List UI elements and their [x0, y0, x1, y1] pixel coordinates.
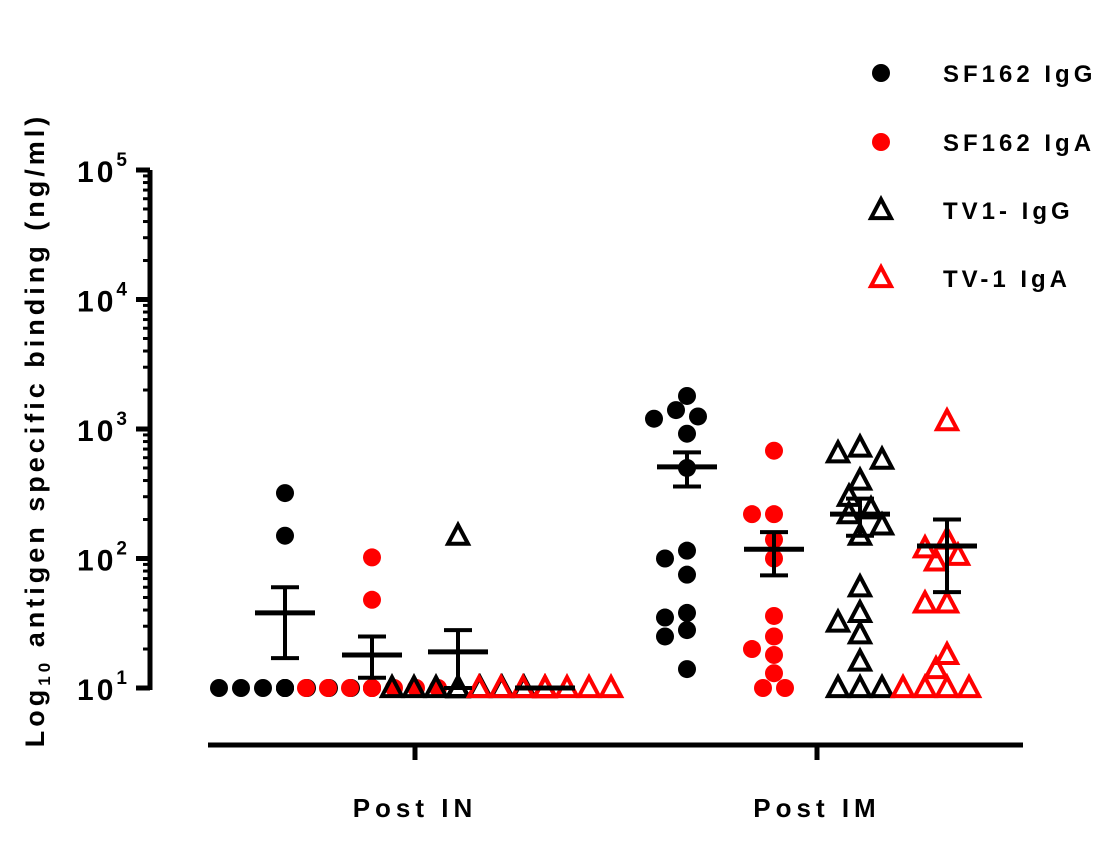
data-point-triangle — [868, 672, 896, 699]
data-point-circle — [297, 679, 315, 697]
data-point-circle — [276, 526, 294, 545]
data-point-circle — [678, 541, 696, 560]
data-point-triangle — [857, 494, 885, 520]
data-point-triangle — [575, 672, 603, 699]
error-bars — [255, 450, 977, 691]
data-point-triangle — [868, 510, 896, 536]
data-point-triangle — [824, 607, 852, 633]
data-point-triangle — [933, 588, 961, 614]
data-point-circle — [765, 606, 783, 625]
data-point-triangle — [465, 672, 493, 699]
data-point-triangle — [846, 465, 874, 491]
data-point-circle — [765, 664, 783, 683]
data-point-circle — [678, 565, 696, 584]
data-point-triangle — [933, 639, 961, 666]
y-tick-label: 105 — [77, 150, 130, 189]
data-point-triangle — [846, 572, 874, 598]
y-tick-label: 101 — [77, 668, 130, 707]
data-point-triangle — [922, 546, 950, 572]
data-point-circle — [656, 549, 674, 568]
data-point-circle — [743, 505, 761, 524]
data-point-triangle — [933, 406, 961, 432]
y-axis-label: Log10 antigen specific binding (ng/ml) — [20, 113, 54, 747]
data-point-triangle — [889, 672, 917, 699]
legend-marker — [867, 194, 895, 221]
data-point-circle — [276, 679, 294, 697]
data-point-circle — [232, 679, 250, 697]
legend-label: SF162 IgG — [943, 61, 1094, 88]
data-point-triangle — [955, 672, 983, 699]
data-point-triangle — [824, 438, 852, 464]
data-point-triangle — [846, 646, 874, 672]
data-point-circle — [656, 627, 674, 646]
y-axis-label-main: Log — [20, 686, 50, 747]
data-point-circle — [254, 679, 272, 697]
data-point-circle — [276, 484, 294, 503]
data-point-circle — [754, 679, 772, 697]
x-axis: Post IN Post IM — [208, 742, 1023, 823]
legend-label: TV1- IgG — [943, 198, 1074, 225]
data-point-circle — [363, 679, 381, 697]
data-point-triangle — [846, 672, 874, 699]
data-point-triangle — [444, 520, 472, 546]
data-point-triangle — [944, 540, 972, 566]
data-point-triangle — [400, 672, 428, 699]
data-point-circle — [678, 621, 696, 640]
legend-label: SF162 IgA — [943, 130, 1094, 157]
data-point-triangle — [846, 619, 874, 645]
y-tick-label: 104 — [77, 280, 130, 319]
data-point-circle — [776, 679, 794, 697]
y-tick-label: 103 — [77, 409, 130, 448]
legend: SF162 IgG SF162 IgA TV1- IgG TV-1 IgA — [867, 61, 1094, 293]
legend-label: TV-1 IgA — [943, 266, 1071, 293]
data-point-triangle — [911, 672, 939, 699]
data-point-circle — [743, 640, 761, 659]
data-point-circle — [656, 608, 674, 627]
data-point-circle — [689, 407, 707, 426]
x-tick-label: Post IM — [753, 793, 880, 823]
data-point-triangle — [597, 672, 625, 699]
data-point-triangle — [824, 672, 852, 699]
data-point-circle — [645, 409, 663, 428]
data-point-circle — [678, 386, 696, 405]
data-point-triangle — [378, 672, 406, 699]
data-point-circle — [765, 505, 783, 524]
data-point-triangle — [868, 444, 896, 470]
data-point-circle — [678, 660, 696, 679]
data-point-circle — [319, 679, 337, 697]
x-tick-label: Post IN — [353, 793, 478, 823]
y-axis: 101 102 103 104 105 — [77, 150, 153, 707]
data-point-triangle — [922, 653, 950, 680]
y-axis-label-subscript: 10 — [35, 659, 54, 686]
data-point-circle — [341, 679, 359, 697]
legend-marker — [872, 133, 890, 151]
data-point-circle — [765, 627, 783, 646]
data-point-triangle — [933, 672, 961, 699]
data-point-circle — [678, 424, 696, 443]
data-point-circle — [765, 645, 783, 664]
data-point-circle — [765, 441, 783, 460]
data-point-triangle — [422, 672, 450, 699]
data-point-circle — [667, 401, 685, 420]
data-point-triangle — [911, 588, 939, 614]
data-point-circle — [678, 603, 696, 622]
data-point-circle — [363, 548, 381, 567]
data-point-circle — [363, 590, 381, 609]
y-axis-label-rest: antigen specific binding (ng/ml) — [20, 113, 50, 659]
data-point-triangle — [846, 597, 874, 624]
legend-marker — [867, 262, 895, 289]
y-tick-label: 102 — [77, 539, 130, 578]
data-point-circle — [210, 679, 228, 697]
data-point-triangle — [487, 672, 515, 699]
data-point-triangle — [846, 432, 874, 458]
data-points — [210, 386, 983, 699]
legend-marker — [872, 64, 890, 82]
